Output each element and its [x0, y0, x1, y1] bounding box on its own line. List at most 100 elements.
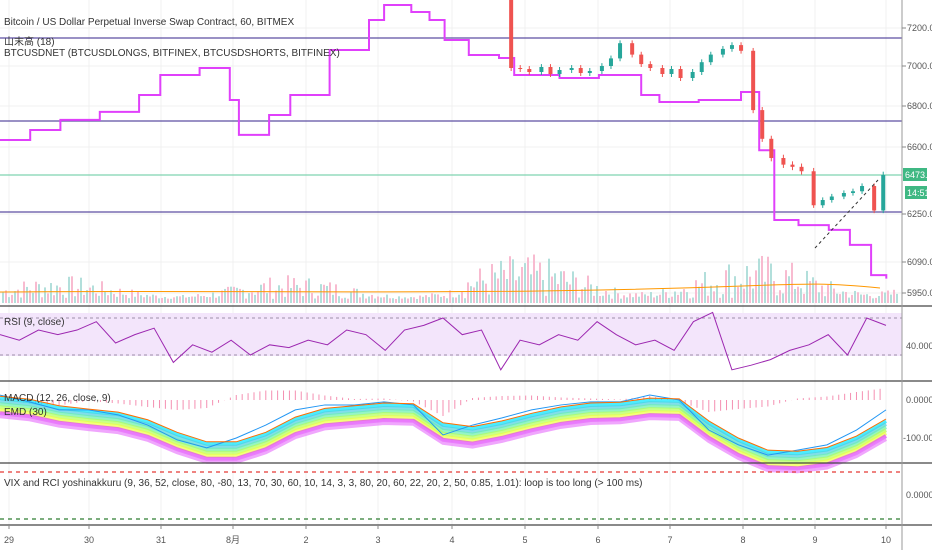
volume-bar	[251, 292, 253, 303]
volume-bar	[404, 297, 406, 303]
volume-bar	[761, 255, 763, 303]
price-axis[interactable]: 7200.0 7000.0 6800.0 6600.0 6250.0 6090.0 5950…	[902, 23, 932, 298]
indicator2-legend[interactable]: BTCUSDNET (BTCUSDLONGS, BITFINEX, BTCUSD…	[4, 48, 340, 59]
volume-bar	[77, 288, 79, 303]
macd-axis-label-100: -100.0000	[903, 433, 932, 443]
volume-bar	[611, 298, 613, 303]
price-label: 6800.0	[907, 101, 932, 111]
volume-bar	[389, 298, 391, 303]
volume-bar	[524, 263, 526, 303]
volume-bar	[743, 288, 745, 303]
ema-legend[interactable]: EMD (30)	[4, 407, 47, 418]
volume-bar	[392, 298, 394, 303]
time-label: 7	[667, 535, 672, 545]
time-label: 29	[4, 535, 14, 545]
volume-bar	[617, 293, 619, 303]
volume-bar	[518, 276, 520, 303]
volume-bar	[344, 297, 346, 303]
volume-bar	[776, 295, 778, 303]
volume-bar	[167, 298, 169, 303]
volume-bar	[680, 291, 682, 303]
vix-legend[interactable]: VIX and RCI yoshinakkuru (9, 36, 52, clo…	[4, 478, 643, 489]
volume-bar	[623, 295, 625, 303]
volume-bar	[734, 276, 736, 303]
volume-bar	[53, 295, 55, 303]
candle-body	[708, 54, 713, 63]
volume-bar	[338, 296, 340, 303]
volume-bar	[818, 292, 820, 303]
volume-bar	[719, 297, 721, 303]
volume-bar	[215, 297, 217, 303]
candle-body	[799, 166, 804, 172]
volume-bar	[473, 287, 475, 303]
volume-bar	[35, 281, 37, 303]
vix-axis-label: 0.0000	[906, 490, 932, 500]
volume-bar	[248, 293, 250, 303]
volume-bar	[8, 297, 10, 303]
btcusdnet-line	[0, 4, 888, 279]
volume-bar	[176, 296, 178, 303]
volume-bar	[878, 296, 880, 303]
macd-line	[0, 394, 887, 456]
pane-separators[interactable]	[0, 305, 932, 526]
volume-bar	[890, 294, 892, 303]
volume-bar	[113, 294, 115, 303]
volume-bar	[824, 296, 826, 303]
candle-body	[578, 68, 583, 73]
volume-bar	[821, 285, 823, 303]
candle-body	[699, 62, 704, 72]
volume-bar	[527, 257, 529, 303]
volume-bar	[410, 297, 412, 303]
volume-bar	[329, 282, 331, 303]
volume-bar	[659, 294, 661, 303]
volume-bar	[614, 287, 616, 303]
volume-bar	[491, 264, 493, 303]
volume-bar	[842, 291, 844, 303]
volume-bar	[107, 295, 109, 303]
volume-bar	[110, 290, 112, 303]
volume-bar	[449, 290, 451, 303]
volume-bar	[191, 296, 193, 303]
volume-bar	[101, 281, 103, 303]
volume-bar	[293, 278, 295, 303]
volume-bar	[179, 296, 181, 303]
candle-body	[527, 69, 532, 72]
volume-bar	[536, 270, 538, 303]
volume-bar	[365, 298, 367, 303]
volume-bar	[869, 296, 871, 303]
volume-bar	[653, 297, 655, 303]
candle-body	[729, 45, 734, 49]
time-label: 4	[449, 535, 454, 545]
volume-bar	[893, 289, 895, 303]
candle-body	[509, 0, 514, 68]
rsi-line	[0, 311, 887, 371]
candle-body	[690, 72, 695, 78]
indicator1-legend[interactable]: 山末高 (18)	[4, 37, 55, 48]
time-axis[interactable]: 29 30 31 8月 2 3 4 5 6 7 8 9 10	[4, 525, 891, 545]
volume-bar	[602, 295, 604, 303]
volume-bar	[413, 297, 415, 303]
volume-bar	[833, 288, 835, 303]
main-legend[interactable]: Bitcoin / US Dollar Perpetual Inverse Sw…	[4, 17, 295, 28]
volume-bar	[701, 283, 703, 303]
volume-bar	[380, 297, 382, 303]
rsi-legend[interactable]: RSI (9, close)	[4, 317, 65, 328]
volume-bar	[830, 281, 832, 303]
volume-bar	[608, 294, 610, 303]
volume-bar	[452, 297, 454, 303]
volume-bar	[773, 281, 775, 303]
grid	[0, 0, 902, 525]
volume-bar	[500, 260, 502, 303]
volume-bar	[875, 297, 877, 303]
horizontal-lines[interactable]	[0, 37, 902, 213]
time-label: 30	[84, 535, 94, 545]
volume-bar	[800, 288, 802, 303]
volume-bar	[539, 262, 541, 303]
volume-bar	[407, 298, 409, 303]
volume-bar	[80, 277, 82, 303]
volume-bar	[254, 294, 256, 303]
macd-legend[interactable]: MACD (12, 26, close, 9)	[4, 393, 111, 404]
volume-bar	[881, 291, 883, 303]
time-label: 5	[522, 535, 527, 545]
